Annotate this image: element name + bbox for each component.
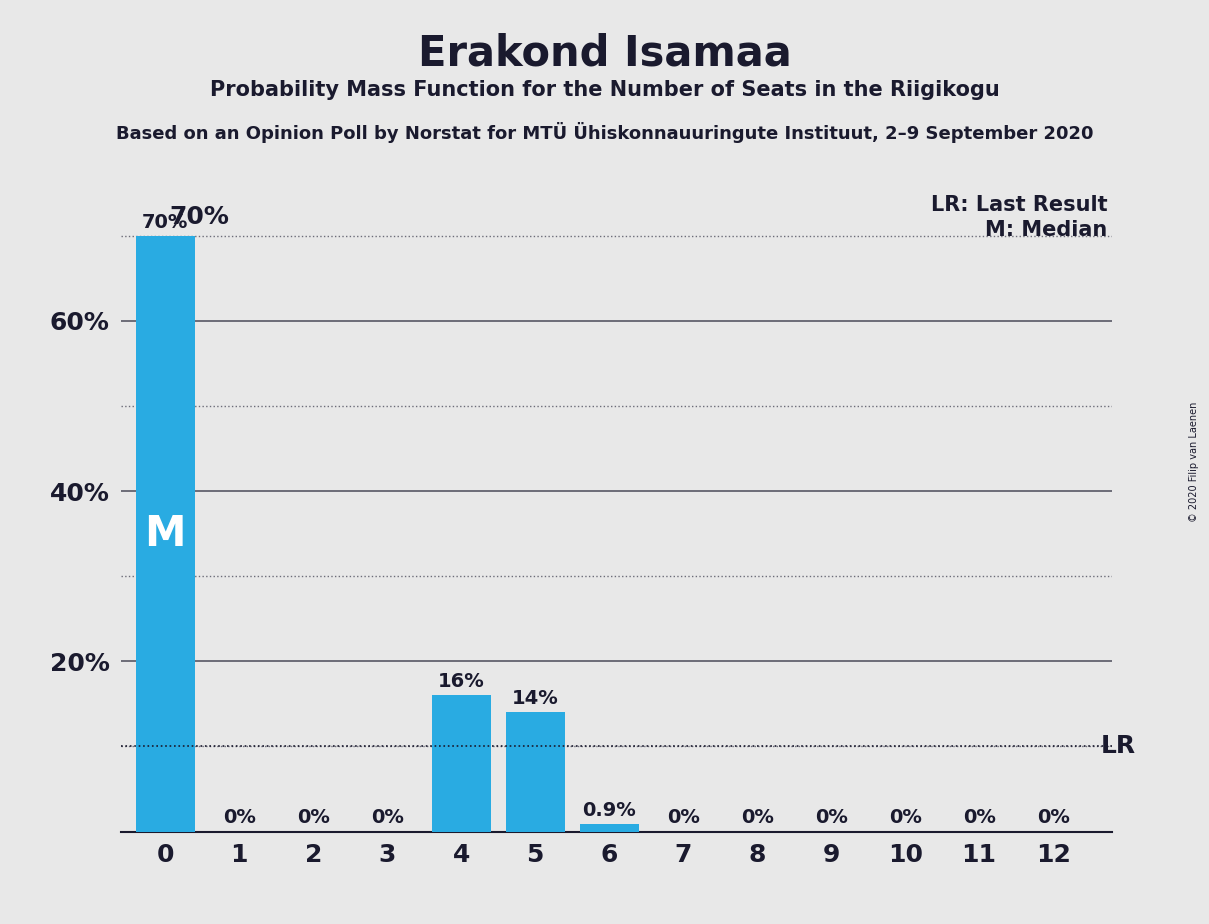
Text: Probability Mass Function for the Number of Seats in the Riigikogu: Probability Mass Function for the Number… <box>209 80 1000 101</box>
Bar <box>135 236 195 832</box>
Text: LR: LR <box>1101 735 1136 759</box>
Text: 70%: 70% <box>143 213 189 232</box>
Text: 0.9%: 0.9% <box>583 801 636 820</box>
Text: 0%: 0% <box>222 808 256 827</box>
Text: 16%: 16% <box>438 672 485 691</box>
Text: 14%: 14% <box>511 689 559 708</box>
Text: Erakond Isamaa: Erakond Isamaa <box>417 32 792 74</box>
Text: 0%: 0% <box>1036 808 1070 827</box>
Text: 0%: 0% <box>962 808 995 827</box>
Bar <box>432 696 491 832</box>
Text: M: Median: M: Median <box>985 221 1107 240</box>
Text: 0%: 0% <box>666 808 700 827</box>
Text: 0%: 0% <box>815 808 848 827</box>
Text: 0%: 0% <box>297 808 330 827</box>
Text: 0%: 0% <box>741 808 774 827</box>
Text: 0%: 0% <box>371 808 404 827</box>
Text: 70%: 70% <box>169 205 229 229</box>
Text: LR: Last Result: LR: Last Result <box>931 194 1107 214</box>
Bar <box>579 824 638 832</box>
Text: Based on an Opinion Poll by Norstat for MTÜ Ühiskonnauuringute Instituut, 2–9 Se: Based on an Opinion Poll by Norstat for … <box>116 122 1093 143</box>
Text: M: M <box>145 513 186 554</box>
Text: 0%: 0% <box>889 808 921 827</box>
Bar <box>505 712 565 832</box>
Text: © 2020 Filip van Laenen: © 2020 Filip van Laenen <box>1190 402 1199 522</box>
